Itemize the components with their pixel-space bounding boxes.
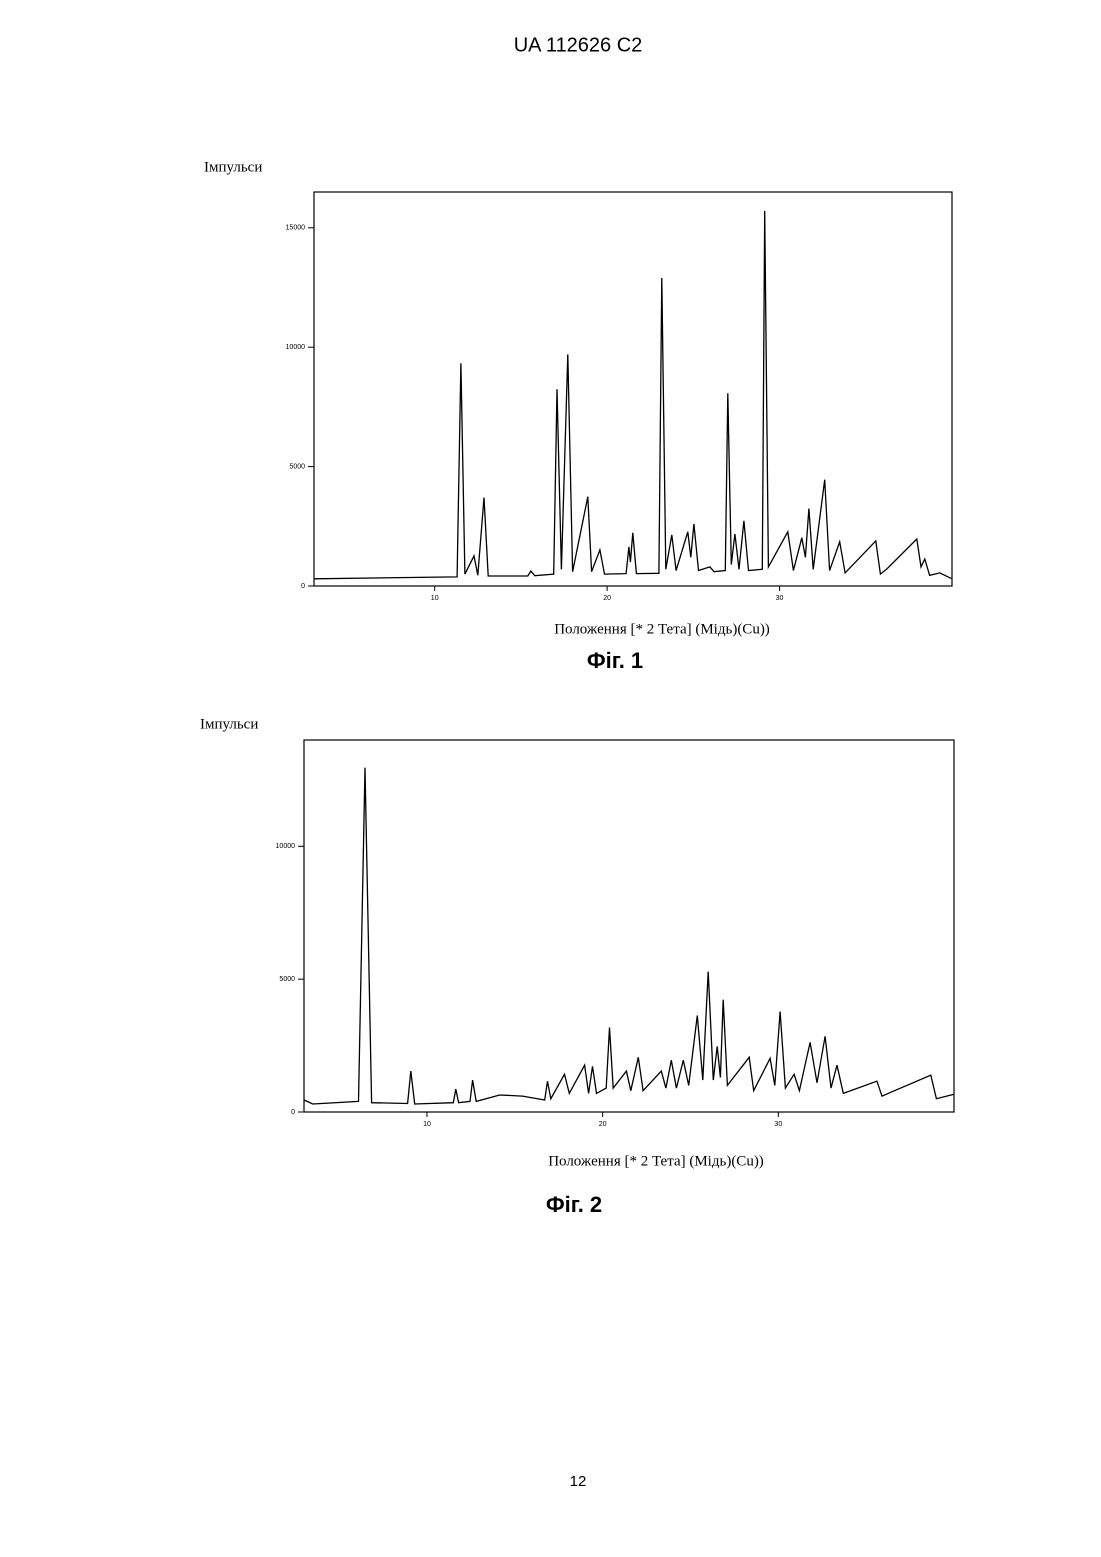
- y-tick-label: 15000: [286, 225, 306, 232]
- x-tick-label: 30: [774, 1121, 782, 1128]
- x-axis-label: Положення [* 2 Тета] (Мідь)(Cu)): [554, 621, 770, 637]
- page-number: 12: [570, 1473, 587, 1490]
- plot-frame: [304, 740, 954, 1112]
- figure-caption: Фіг. 1: [587, 648, 643, 673]
- y-tick-label: 5000: [279, 976, 295, 983]
- y-tick-label: 10000: [286, 344, 306, 351]
- x-tick-label: 30: [776, 595, 784, 602]
- figure-caption: Фіг. 2: [546, 1192, 602, 1217]
- y-tick-label: 5000: [289, 463, 305, 470]
- y-tick-label: 10000: [276, 843, 296, 850]
- diffraction-line: [304, 768, 954, 1104]
- plot-frame: [314, 192, 952, 586]
- x-axis-label: Положення [* 2 Тета] (Мідь)(Cu)): [548, 1153, 764, 1169]
- y-axis-label: Імпульси: [204, 159, 262, 175]
- patent-page: UA 112626 C2 12 0 5000 10000 15000 10 20 30 Імп…: [0, 0, 1101, 1557]
- y-tick-label: 0: [301, 583, 305, 590]
- header: UA 112626 C2: [514, 34, 643, 56]
- x-tick-label: 20: [603, 595, 611, 602]
- y-tick-label: 0: [291, 1109, 295, 1116]
- diffraction-line: [314, 211, 952, 579]
- y-axis-label: Імпульси: [200, 716, 258, 732]
- x-tick-label: 10: [423, 1121, 431, 1128]
- x-tick-label: 20: [599, 1121, 607, 1128]
- x-tick-label: 10: [431, 595, 439, 602]
